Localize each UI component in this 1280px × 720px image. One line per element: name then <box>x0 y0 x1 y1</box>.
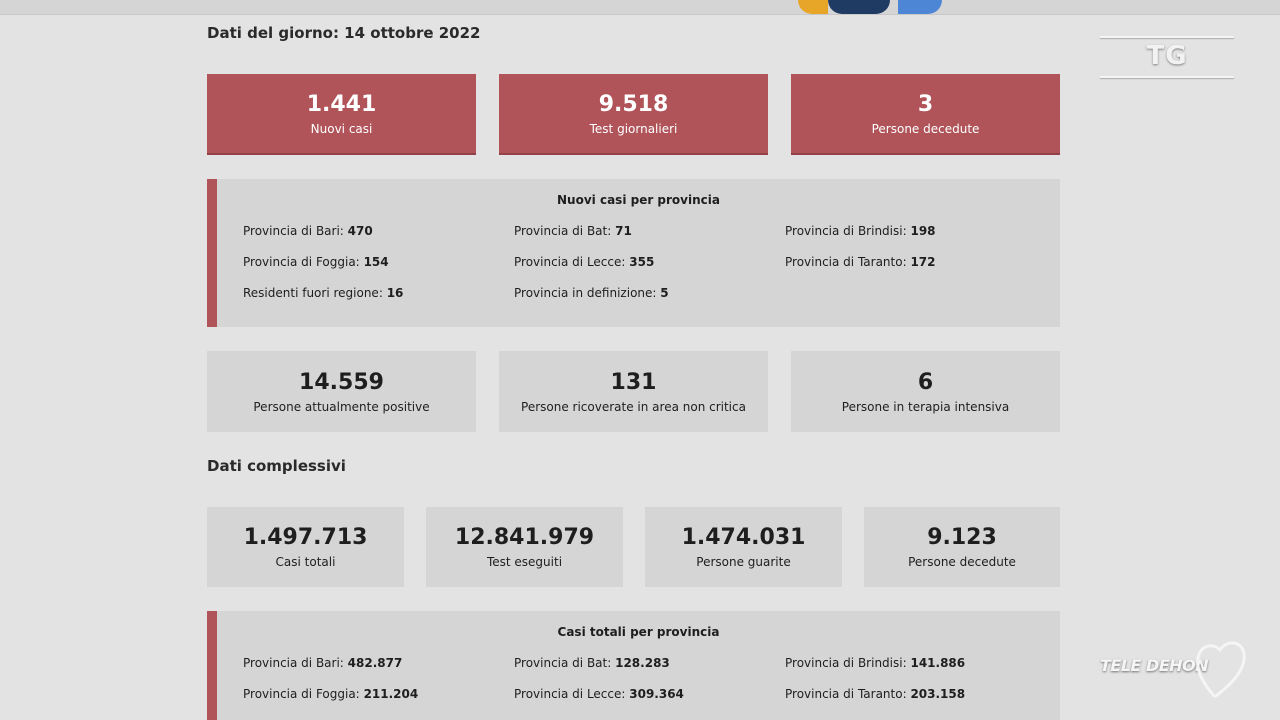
province-value: 309.364 <box>629 687 684 701</box>
hospitalized-card: 131 Persone ricoverate in area non criti… <box>499 351 768 432</box>
province-item: Provincia di Lecce: 309.364 <box>514 687 684 701</box>
daily-new-cases-card: 1.441 Nuovi casi <box>207 74 476 155</box>
card-value: 1.441 <box>306 91 377 117</box>
province-label: Provincia di Bat: <box>514 224 612 238</box>
card-label: Casi totali <box>275 555 336 569</box>
province-item: Residenti fuori regione: 16 <box>243 286 403 300</box>
province-value: 16 <box>386 286 404 300</box>
tg-logo-text: TG <box>1146 41 1188 71</box>
province-label: Provincia di Brindisi: <box>785 656 907 670</box>
card-label: Persone decedute <box>871 121 980 136</box>
province-value: 71 <box>615 224 632 238</box>
header-logo-fragment <box>898 0 942 14</box>
positive-persons-card: 14.559 Persone attualmente positive <box>207 351 476 432</box>
province-value: 172 <box>910 255 936 269</box>
province-item: Provincia di Bat: 71 <box>514 224 632 238</box>
card-value: 3 <box>917 91 934 117</box>
province-value: 154 <box>363 255 389 269</box>
tg-logo-bottom-line <box>1100 76 1234 78</box>
panel-title: Nuovi casi per provincia <box>557 193 720 207</box>
province-label: Provincia di Lecce: <box>514 687 626 701</box>
province-item: Provincia di Foggia: 154 <box>243 255 389 269</box>
daily-tests-card: 9.518 Test giornalieri <box>499 74 768 155</box>
intensive-care-card: 6 Persone in terapia intensiva <box>791 351 1060 432</box>
card-label: Persone attualmente positive <box>253 399 430 414</box>
province-item: Provincia di Bari: 470 <box>243 224 373 238</box>
province-value: 141.886 <box>910 656 966 670</box>
province-item: Provincia di Bat: 128.283 <box>514 656 670 670</box>
province-label: Provincia di Bari: <box>243 656 344 670</box>
province-label: Provincia di Bari: <box>243 224 344 238</box>
recovered-card: 1.474.031 Persone guarite <box>645 507 842 587</box>
province-item: Provincia di Taranto: 203.158 <box>785 687 965 701</box>
province-value: 198 <box>910 224 936 238</box>
total-tests-card: 12.841.979 Test eseguiti <box>426 507 623 587</box>
card-value: 131 <box>610 369 657 395</box>
province-item: Provincia di Taranto: 172 <box>785 255 936 269</box>
province-label: Provincia di Lecce: <box>514 255 626 269</box>
card-value: 9.123 <box>927 525 997 550</box>
tg-logo-top-line <box>1100 36 1234 38</box>
card-label: Persone decedute <box>908 555 1016 569</box>
tg-logo: TG <box>1100 36 1234 78</box>
province-value: 128.283 <box>615 656 670 670</box>
total-deaths-card: 9.123 Persone decedute <box>864 507 1060 587</box>
province-label: Provincia di Bat: <box>514 656 612 670</box>
province-item: Provincia di Brindisi: 198 <box>785 224 936 238</box>
province-value: 211.204 <box>363 687 419 701</box>
province-item: Provincia di Brindisi: 141.886 <box>785 656 965 670</box>
header-logo-fragment <box>828 0 890 14</box>
total-cases-card: 1.497.713 Casi totali <box>207 507 404 587</box>
card-value: 1.474.031 <box>681 525 806 550</box>
card-value: 6 <box>917 369 934 395</box>
province-label: Provincia in definizione: <box>514 286 657 300</box>
total-province-panel: Casi totali per provincia Provincia di B… <box>207 611 1060 720</box>
daily-province-panel: Nuovi casi per provincia Provincia di Ba… <box>207 179 1060 327</box>
card-value: 1.497.713 <box>243 525 368 550</box>
province-label: Residenti fuori regione: <box>243 286 383 300</box>
province-value: 470 <box>347 224 373 238</box>
channel-logo: TELE DEHON <box>1100 636 1250 700</box>
panel-title: Casi totali per provincia <box>557 625 720 639</box>
province-value: 5 <box>660 286 669 300</box>
card-label: Persone in terapia intensiva <box>841 399 1010 414</box>
card-label: Test giornalieri <box>589 121 678 136</box>
card-label: Persone guarite <box>696 555 791 569</box>
card-value: 14.559 <box>299 369 384 395</box>
heart-icon <box>1196 641 1246 698</box>
province-item: Provincia di Bari: 482.877 <box>243 656 402 670</box>
card-label: Persone ricoverate in area non critica <box>521 399 746 414</box>
card-label: Test eseguiti <box>486 555 563 569</box>
card-value: 12.841.979 <box>454 525 595 550</box>
channel-logo-text: TELE DEHON <box>1100 656 1209 675</box>
province-label: Provincia di Taranto: <box>785 255 907 269</box>
province-item: Provincia in definizione: 5 <box>514 286 669 300</box>
province-label: Provincia di Foggia: <box>243 687 360 701</box>
card-label: Nuovi casi <box>310 121 373 136</box>
daily-section-title: Dati del giorno: 14 ottobre 2022 <box>207 24 481 42</box>
top-bar <box>0 0 1280 15</box>
overall-section-title: Dati complessivi <box>207 457 346 475</box>
province-item: Provincia di Foggia: 211.204 <box>243 687 418 701</box>
daily-deaths-card: 3 Persone decedute <box>791 74 1060 155</box>
province-value: 482.877 <box>347 656 403 670</box>
province-label: Provincia di Brindisi: <box>785 224 907 238</box>
card-value: 9.518 <box>598 91 669 117</box>
province-value: 355 <box>629 255 655 269</box>
province-label: Provincia di Foggia: <box>243 255 360 269</box>
province-value: 203.158 <box>910 687 966 701</box>
header-logo-fragment <box>798 0 828 14</box>
province-item: Provincia di Lecce: 355 <box>514 255 654 269</box>
province-label: Provincia di Taranto: <box>785 687 907 701</box>
